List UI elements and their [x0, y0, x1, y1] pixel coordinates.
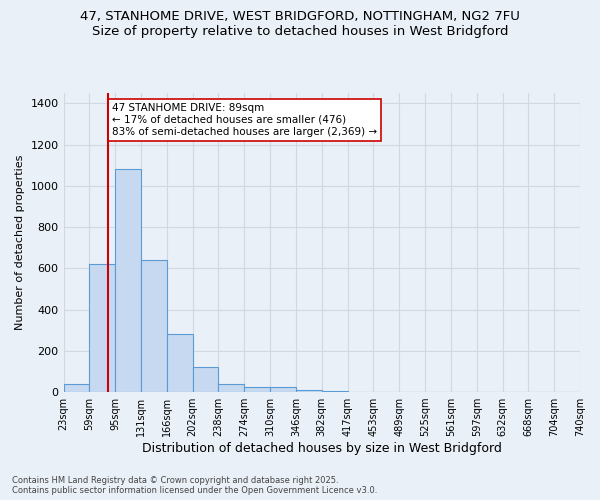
Bar [115, 170, 141, 392]
Bar [218, 384, 244, 392]
Bar [270, 387, 296, 392]
Bar [141, 260, 167, 392]
Bar [89, 264, 115, 392]
Bar [64, 384, 89, 392]
X-axis label: Distribution of detached houses by size in West Bridgford: Distribution of detached houses by size … [142, 442, 502, 455]
Text: Contains HM Land Registry data © Crown copyright and database right 2025.
Contai: Contains HM Land Registry data © Crown c… [12, 476, 377, 495]
Text: 47, STANHOME DRIVE, WEST BRIDGFORD, NOTTINGHAM, NG2 7FU
Size of property relativ: 47, STANHOME DRIVE, WEST BRIDGFORD, NOTT… [80, 10, 520, 38]
Text: 47 STANHOME DRIVE: 89sqm
← 17% of detached houses are smaller (476)
83% of semi-: 47 STANHOME DRIVE: 89sqm ← 17% of detach… [112, 104, 377, 136]
Bar [193, 368, 218, 392]
Bar [296, 390, 322, 392]
Bar [322, 391, 347, 392]
Y-axis label: Number of detached properties: Number of detached properties [15, 155, 25, 330]
Bar [244, 387, 270, 392]
Bar [167, 334, 193, 392]
